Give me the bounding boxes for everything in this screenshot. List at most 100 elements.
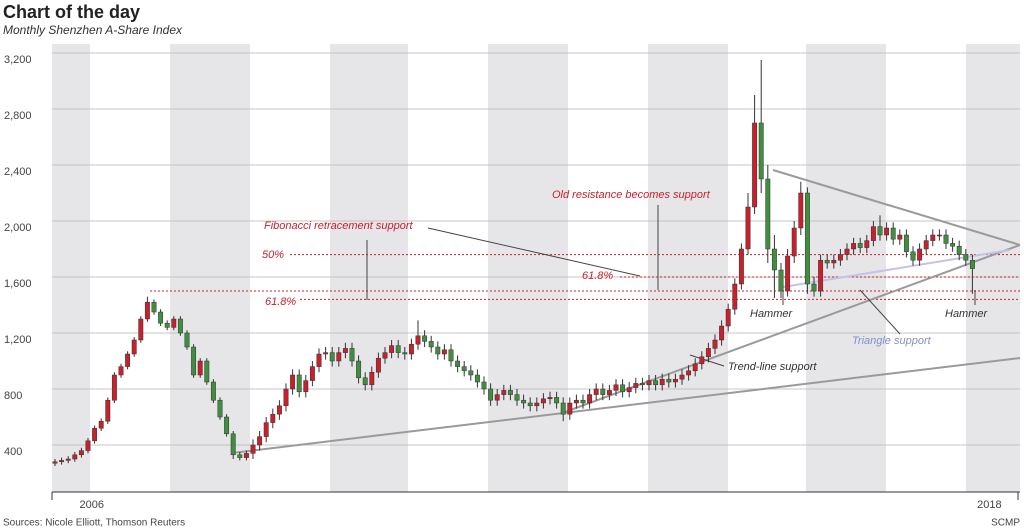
annotation: Triangle support (852, 335, 932, 347)
candle-body (250, 444, 256, 454)
candle-body (758, 122, 764, 180)
candle-body (870, 226, 876, 241)
candle-body (191, 346, 197, 376)
candle-body (389, 345, 395, 353)
candle-body (573, 399, 579, 404)
candle-body (415, 335, 421, 345)
candle-body (857, 243, 863, 248)
candle-body (197, 360, 203, 376)
band (170, 44, 250, 492)
candle-body (969, 259, 975, 269)
candle-body (884, 227, 890, 236)
candle-body (151, 301, 157, 313)
candles (52, 60, 975, 466)
chart-subtitle: Monthly Shenzhen A-Share Index (3, 23, 183, 37)
candle-body (257, 436, 263, 446)
candle-body (118, 366, 124, 376)
candle-body (329, 352, 335, 362)
candle-body (811, 283, 817, 292)
source: Sources: Nicole Elliott, Thomson Reuters (3, 518, 185, 529)
candle-body (534, 402, 540, 407)
candle-body (633, 383, 639, 388)
candle-body (435, 346, 441, 355)
candle-body (771, 248, 777, 271)
candle-body (547, 397, 553, 400)
candle-body (692, 363, 698, 372)
band (330, 44, 408, 492)
candle-body (679, 374, 685, 380)
y-tick-label: 2,400 (4, 166, 32, 178)
candle-body (613, 384, 619, 391)
y-tick-label: 1,600 (4, 278, 32, 290)
candle-body (897, 234, 903, 240)
candle-body (224, 416, 230, 435)
candle-body (851, 243, 857, 250)
candle-body (270, 413, 276, 423)
candle-body (719, 325, 725, 341)
candle-body (59, 460, 65, 463)
candle-body (138, 318, 144, 341)
credit: SCMP (991, 518, 1020, 529)
y-tick-label: 3,200 (4, 54, 32, 66)
annotation: Trend-line support (728, 361, 817, 373)
x-tick-label: 2018 (977, 499, 1001, 511)
candle-body (686, 370, 692, 376)
candle-body (785, 255, 791, 292)
candle-body (639, 383, 645, 386)
annotation: Hammer (945, 308, 989, 320)
candle-body (606, 390, 612, 395)
candle-body (237, 454, 243, 458)
candle-body (653, 380, 659, 386)
candle-body (296, 374, 302, 393)
band (966, 44, 1020, 492)
candle-body (798, 192, 804, 229)
candle-body (732, 283, 738, 310)
candle-body (903, 234, 909, 253)
candle-body (646, 380, 652, 386)
candle-body (501, 390, 507, 395)
candle-body (323, 352, 329, 355)
candle-body (765, 178, 771, 250)
pointers (366, 205, 976, 367)
candle-body (917, 248, 923, 261)
candle-body (362, 377, 368, 386)
candle-body (620, 384, 626, 393)
candle-body (580, 399, 586, 404)
candle-body (738, 248, 744, 285)
candle-body (342, 348, 348, 353)
candle-body (382, 352, 388, 359)
trend-line (564, 244, 1021, 413)
candle-body (290, 374, 296, 390)
pointer (859, 289, 901, 335)
y-tick-label: 2,000 (4, 222, 32, 234)
trend-line (231, 357, 1021, 454)
candle-body (125, 353, 131, 367)
candle-body (666, 378, 672, 383)
candle-body (455, 360, 461, 367)
candle-body (956, 245, 962, 255)
candle-body (144, 301, 150, 320)
candle-body (950, 243, 956, 247)
candle-body (752, 122, 758, 208)
candle-body (217, 399, 223, 418)
candle-body (230, 433, 236, 456)
candle-body (422, 335, 428, 342)
candle-body (171, 318, 177, 328)
candle-body (712, 339, 718, 349)
candle-body (52, 461, 58, 464)
candle-body (923, 240, 929, 250)
candle-body (554, 397, 560, 404)
candle-body (626, 387, 632, 393)
candle-body (844, 248, 850, 255)
candle-body (131, 339, 137, 355)
grid: 400 800 1,200 1,600 2,000 2,400 2,800 3,200 (4, 52, 1020, 458)
candle-body (349, 348, 355, 362)
candle-body (659, 378, 665, 386)
candle-body (560, 402, 566, 415)
candle-body (204, 360, 210, 383)
candle-body (78, 450, 84, 456)
candle-body (593, 388, 599, 395)
band (648, 44, 728, 492)
candle-body (336, 352, 342, 362)
